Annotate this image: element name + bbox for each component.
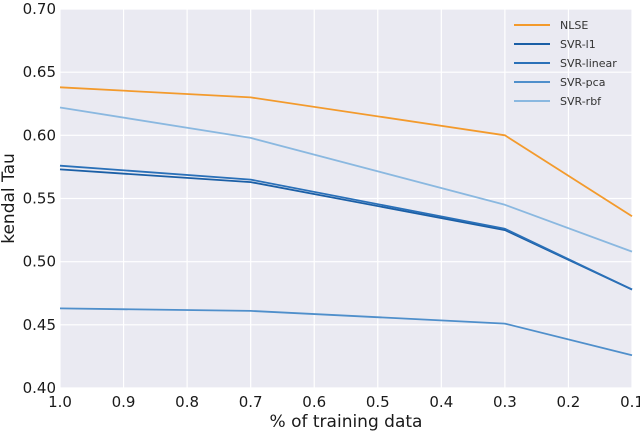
y-tick-labels: 0.40 0.45 0.50 0.55 0.60 0.65 0.70 [23,0,56,397]
x-tick-label: 1.0 [48,393,72,411]
legend-label-svr-linear: SVR-linear [560,57,617,70]
y-tick-label: 0.55 [23,190,56,208]
legend-label-svr-l1: SVR-l1 [560,38,596,51]
y-tick-label: 0.70 [23,0,56,18]
x-tick-label: 0.6 [302,393,326,411]
x-tick-label: 0.4 [429,393,453,411]
y-tick-label: 0.50 [23,253,56,271]
legend: NLSE SVR-l1 SVR-linear SVR-pca SVR-rbf [514,19,617,108]
legend-label-svr-rbf: SVR-rbf [560,95,602,108]
x-tick-labels: 1.0 0.9 0.8 0.7 0.6 0.5 0.4 0.3 0.2 0.1 [48,393,640,411]
x-tick-label: 0.2 [557,393,581,411]
y-tick-label: 0.45 [23,316,56,334]
series-lines [59,86,633,357]
series-line-nlse [59,86,633,217]
grid-lines [59,8,633,389]
legend-label-nlse: NLSE [560,19,588,32]
x-tick-label: 0.1 [620,393,640,411]
x-tick-label: 0.9 [112,393,136,411]
y-axis-label: kendal Tau [0,153,19,244]
y-tick-label: 0.60 [23,126,56,144]
legend-label-svr-pca: SVR-pca [560,76,605,89]
series-line-svr-rbf [59,106,633,253]
series-line-svr-linear [59,164,633,291]
series-line-svr-pca [59,307,633,357]
x-tick-label: 0.3 [493,393,517,411]
x-axis-label: % of training data [270,412,423,431]
y-tick-label: 0.40 [23,379,56,397]
y-tick-label: 0.65 [23,63,56,81]
x-tick-label: 0.5 [366,393,390,411]
x-tick-label: 0.8 [175,393,199,411]
x-tick-label: 0.7 [239,393,263,411]
